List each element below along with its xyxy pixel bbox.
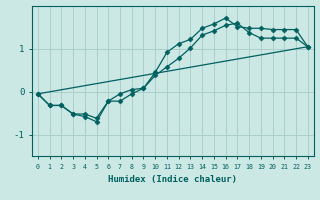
X-axis label: Humidex (Indice chaleur): Humidex (Indice chaleur) [108, 175, 237, 184]
